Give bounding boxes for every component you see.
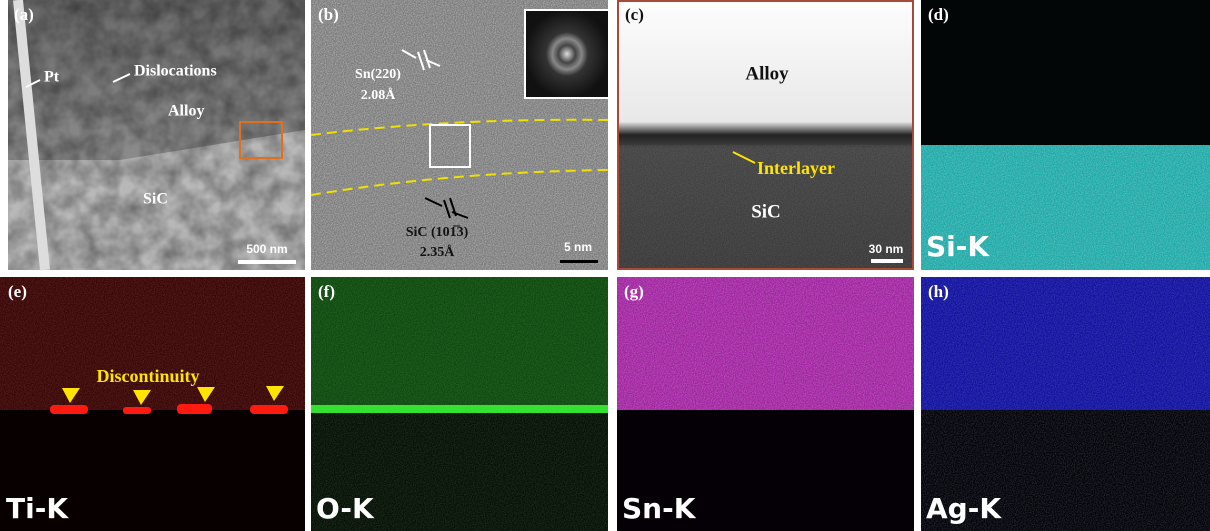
scale-bar: [238, 260, 296, 264]
panel-label: (c): [625, 5, 644, 24]
panel-h: (h) Ag-K: [921, 277, 1210, 531]
scale-bar-label: 500 nm: [246, 242, 287, 256]
annotation: Alloy: [168, 103, 204, 120]
element-label: Ti-K: [6, 492, 69, 525]
element-label: Si-K: [926, 230, 990, 263]
panel-label: (f): [318, 282, 335, 301]
annotation: Dislocations: [134, 63, 217, 80]
panel-g: (g) Sn-K: [617, 277, 914, 531]
panel-label: (g): [624, 282, 644, 301]
scale-bar: [871, 259, 903, 263]
texture: [0, 277, 305, 410]
annotation: Interlayer: [757, 158, 835, 178]
annotation: SiC (101̅3): [406, 224, 469, 240]
annotation: Alloy: [745, 63, 789, 84]
panel-label: (h): [928, 282, 949, 301]
panel-c: (c) Alloy Interlayer SiC 30 nm: [618, 1, 913, 269]
oxide-band: [311, 405, 608, 413]
scale-bar-label: 5 nm: [564, 240, 592, 254]
element-label: Ag-K: [926, 492, 1002, 525]
element-label: Sn-K: [622, 492, 697, 525]
annotation: Sn(220): [355, 67, 401, 82]
annotation: Pt: [44, 69, 60, 86]
panel-f: (f) O-K: [311, 277, 608, 531]
panel-label: (a): [14, 5, 34, 24]
panel-label: (b): [318, 5, 339, 24]
panel-b: (b) Sn(220) 2.08Å SiC (101̅3) 2.35Å 5 nm: [311, 0, 609, 270]
panel-e: (e) Discontinuity Ti-K: [0, 277, 305, 531]
panel-d: (d) Si-K: [921, 0, 1210, 270]
panel-label: (e): [8, 282, 27, 301]
annotation: Discontinuity: [96, 366, 199, 386]
scale-bar: [560, 260, 598, 263]
element-label: O-K: [316, 492, 375, 525]
annotation: SiC: [143, 191, 168, 208]
fft-inset: [525, 10, 609, 98]
panel-label: (d): [928, 5, 949, 24]
annotation: 2.35Å: [420, 244, 456, 260]
scale-bar-label: 30 nm: [869, 242, 904, 256]
panel-a: (a) Pt Dislocations Alloy SiC 500 nm: [8, 0, 305, 270]
figure: (a) Pt Dislocations Alloy SiC 500 nm (b)…: [0, 0, 1210, 531]
texture: [617, 277, 914, 410]
annotation: 2.08Å: [361, 87, 397, 103]
texture: [8, 0, 305, 270]
annotation: SiC: [751, 201, 781, 222]
